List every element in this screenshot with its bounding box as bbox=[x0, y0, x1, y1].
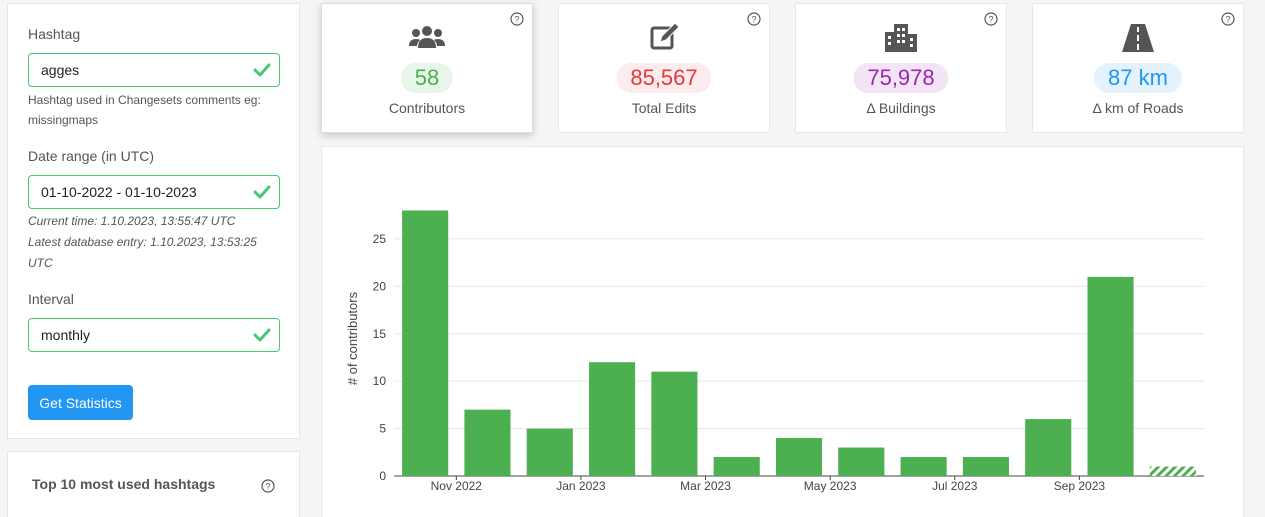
interval-label: Interval bbox=[28, 291, 74, 307]
total-edits-label: Total Edits bbox=[631, 100, 697, 116]
bar-apr-2023[interactable] bbox=[775, 438, 823, 476]
help-icon[interactable]: ? bbox=[261, 479, 275, 493]
y-tick-label: 5 bbox=[379, 422, 386, 436]
hashtag-input-value: agges bbox=[41, 62, 80, 78]
bar-jul-2023[interactable] bbox=[962, 457, 1009, 476]
hashtag-input[interactable]: agges bbox=[28, 53, 280, 87]
buildings-value: 75,978 bbox=[853, 63, 949, 93]
hashtag-help: Hashtag used in Changesets comments eg: bbox=[28, 93, 261, 107]
x-tick-label: Nov 2022 bbox=[431, 479, 483, 493]
bar-jan-2023[interactable] bbox=[589, 362, 636, 476]
y-tick-label: 20 bbox=[373, 279, 387, 293]
filter-panel: Hashtag agges Hashtag used in Changesets… bbox=[7, 3, 300, 439]
users-icon bbox=[409, 26, 445, 48]
y-tick-label: 25 bbox=[373, 232, 387, 246]
check-icon bbox=[253, 328, 271, 342]
x-tick-label: May 2023 bbox=[804, 479, 857, 493]
check-icon bbox=[253, 185, 271, 199]
bar-jun-2023[interactable] bbox=[900, 457, 947, 476]
contributors-chart-panel: 0 5 10 15 20 25 Nov 2022 Jan 2023 Mar 2023 May 20… bbox=[321, 146, 1244, 517]
help-icon[interactable]: ? bbox=[984, 12, 998, 26]
bar-oct-2023[interactable] bbox=[1149, 466, 1196, 476]
bar-dec-2022[interactable] bbox=[526, 428, 573, 476]
contributors-bar-chart: 0 5 10 15 20 25 Nov 2022 Jan 2023 Mar 2023 May 20… bbox=[345, 210, 1204, 493]
x-tick-label: Jul 2023 bbox=[932, 479, 978, 493]
y-axis-title: # of contributors bbox=[345, 291, 360, 385]
date-range-value: 01-10-2022 - 01-10-2023 bbox=[41, 184, 197, 200]
bar-oct-2022[interactable] bbox=[402, 210, 449, 476]
bar-aug-2023[interactable] bbox=[1025, 419, 1072, 476]
check-icon bbox=[253, 63, 271, 77]
y-tick-label: 15 bbox=[373, 327, 387, 341]
contributors-value: 58 bbox=[400, 63, 454, 93]
date-range-input[interactable]: 01-10-2022 - 01-10-2023 bbox=[28, 175, 280, 209]
total-edits-card[interactable]: 85,567 Total Edits ? bbox=[558, 3, 770, 133]
bar-sep-2023[interactable] bbox=[1087, 276, 1134, 476]
buildings-card[interactable]: 75,978 Δ Buildings ? bbox=[795, 3, 1007, 133]
building-icon bbox=[885, 24, 917, 52]
road-icon bbox=[1122, 24, 1154, 52]
get-statistics-button[interactable]: Get Statistics bbox=[28, 385, 133, 420]
svg-text:?: ? bbox=[1225, 15, 1230, 25]
help-icon[interactable]: ? bbox=[747, 12, 761, 26]
interval-select[interactable]: monthly bbox=[28, 318, 280, 352]
top-hashtags-title: Top 10 most used hashtags bbox=[32, 476, 216, 492]
x-tick-label: Jan 2023 bbox=[556, 479, 606, 493]
roads-card[interactable]: 87 km Δ km of Roads ? bbox=[1032, 3, 1244, 133]
x-tick-label: Mar 2023 bbox=[680, 479, 731, 493]
help-icon[interactable]: ? bbox=[510, 12, 524, 26]
interval-value: monthly bbox=[41, 327, 91, 343]
hashtag-label: Hashtag bbox=[28, 26, 81, 42]
svg-text:?: ? bbox=[514, 15, 519, 25]
y-tick-label: 10 bbox=[373, 374, 387, 388]
bar-feb-2023[interactable] bbox=[651, 371, 698, 476]
contributors-label: Contributors bbox=[388, 100, 466, 116]
current-time: Current time: 1.10.2023, 13:55:47 UTC bbox=[28, 214, 236, 228]
x-tick-label: Sep 2023 bbox=[1054, 479, 1106, 493]
total-edits-value: 85,567 bbox=[616, 63, 712, 93]
svg-text:?: ? bbox=[988, 15, 993, 25]
buildings-label: Δ Buildings bbox=[866, 100, 936, 116]
bar-mar-2023[interactable] bbox=[713, 457, 760, 476]
svg-text:?: ? bbox=[751, 15, 756, 25]
latest-db-entry-tz: UTC bbox=[28, 256, 53, 270]
roads-value: 87 km bbox=[1094, 63, 1182, 93]
edit-icon bbox=[650, 22, 680, 50]
bar-nov-2022[interactable] bbox=[464, 409, 511, 476]
latest-db-entry: Latest database entry: 1.10.2023, 13:53:… bbox=[28, 235, 257, 249]
roads-label: Δ km of Roads bbox=[1092, 100, 1184, 116]
y-tick-label: 0 bbox=[379, 469, 386, 483]
help-icon[interactable]: ? bbox=[1221, 12, 1235, 26]
top-hashtags-panel: Top 10 most used hashtags ? bbox=[7, 451, 300, 517]
hashtag-help-example: missingmaps bbox=[28, 113, 99, 127]
svg-text:?: ? bbox=[265, 482, 270, 492]
date-range-label: Date range (in UTC) bbox=[28, 148, 155, 164]
bar-may-2023[interactable] bbox=[838, 447, 885, 476]
contributors-card[interactable]: 58 Contributors ? bbox=[321, 3, 533, 133]
